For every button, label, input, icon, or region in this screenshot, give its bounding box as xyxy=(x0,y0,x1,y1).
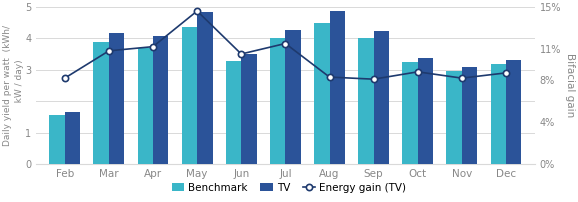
Energy gain (TV) xyxy=(150,45,157,48)
Energy gain (TV) xyxy=(238,53,244,55)
Bar xyxy=(241,54,257,164)
Bar xyxy=(506,60,521,164)
Bar xyxy=(94,42,109,164)
Bar xyxy=(286,30,301,164)
Bar xyxy=(491,64,506,164)
Energy gain (TV) xyxy=(105,50,112,52)
Energy gain (TV) xyxy=(61,77,68,79)
Bar xyxy=(373,31,389,164)
Bar xyxy=(226,61,241,164)
Y-axis label: Bifacial gain: Bifacial gain xyxy=(565,53,575,118)
Bar xyxy=(314,22,329,164)
Bar xyxy=(270,38,286,164)
Energy gain (TV) xyxy=(326,76,333,78)
Energy gain (TV) xyxy=(282,42,289,45)
Bar xyxy=(329,12,345,164)
Bar xyxy=(358,38,373,164)
Energy gain (TV) xyxy=(370,78,377,80)
Energy gain (TV) xyxy=(502,72,509,74)
Energy gain (TV) xyxy=(458,77,465,79)
Energy gain (TV) xyxy=(414,71,421,73)
Bar xyxy=(109,33,124,164)
Bar xyxy=(446,71,462,164)
Bar xyxy=(138,48,153,164)
Legend: Benchmark, TV, Energy gain (TV): Benchmark, TV, Energy gain (TV) xyxy=(168,178,410,197)
Bar xyxy=(462,67,477,164)
Bar xyxy=(65,112,80,164)
Bar xyxy=(181,27,197,164)
Line: Energy gain (TV): Energy gain (TV) xyxy=(62,8,509,82)
Energy gain (TV) xyxy=(194,10,201,12)
Bar xyxy=(153,36,168,164)
Bar xyxy=(402,62,418,164)
Bar xyxy=(418,58,433,164)
Bar xyxy=(197,12,213,164)
Bar xyxy=(49,115,65,164)
Y-axis label: Daily yield per watt  (kWh/
   kW / day): Daily yield per watt (kWh/ kW / day) xyxy=(3,25,24,146)
